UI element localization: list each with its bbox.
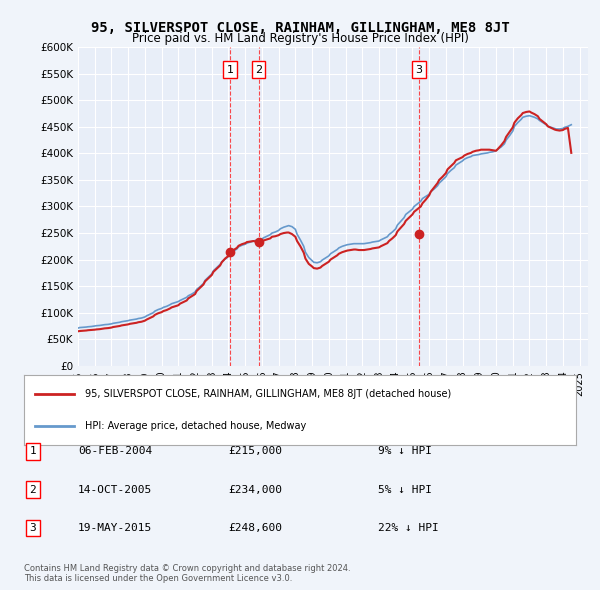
Text: £248,600: £248,600 <box>228 523 282 533</box>
Text: 9% ↓ HPI: 9% ↓ HPI <box>378 447 432 456</box>
Text: 95, SILVERSPOT CLOSE, RAINHAM, GILLINGHAM, ME8 8JT: 95, SILVERSPOT CLOSE, RAINHAM, GILLINGHA… <box>91 21 509 35</box>
Text: HPI: Average price, detached house, Medway: HPI: Average price, detached house, Medw… <box>85 421 306 431</box>
Text: £234,000: £234,000 <box>228 485 282 494</box>
Text: Price paid vs. HM Land Registry's House Price Index (HPI): Price paid vs. HM Land Registry's House … <box>131 32 469 45</box>
Text: 3: 3 <box>416 64 422 74</box>
Text: £215,000: £215,000 <box>228 447 282 456</box>
Text: 06-FEB-2004: 06-FEB-2004 <box>78 447 152 456</box>
Text: 2: 2 <box>29 485 37 494</box>
Text: 19-MAY-2015: 19-MAY-2015 <box>78 523 152 533</box>
Text: 5% ↓ HPI: 5% ↓ HPI <box>378 485 432 494</box>
Text: Contains HM Land Registry data © Crown copyright and database right 2024.
This d: Contains HM Land Registry data © Crown c… <box>24 563 350 583</box>
Text: 2: 2 <box>255 64 262 74</box>
Text: 1: 1 <box>227 64 233 74</box>
Text: 22% ↓ HPI: 22% ↓ HPI <box>378 523 439 533</box>
Text: 95, SILVERSPOT CLOSE, RAINHAM, GILLINGHAM, ME8 8JT (detached house): 95, SILVERSPOT CLOSE, RAINHAM, GILLINGHA… <box>85 389 451 399</box>
Text: 14-OCT-2005: 14-OCT-2005 <box>78 485 152 494</box>
Text: 3: 3 <box>29 523 37 533</box>
Text: 1: 1 <box>29 447 37 456</box>
